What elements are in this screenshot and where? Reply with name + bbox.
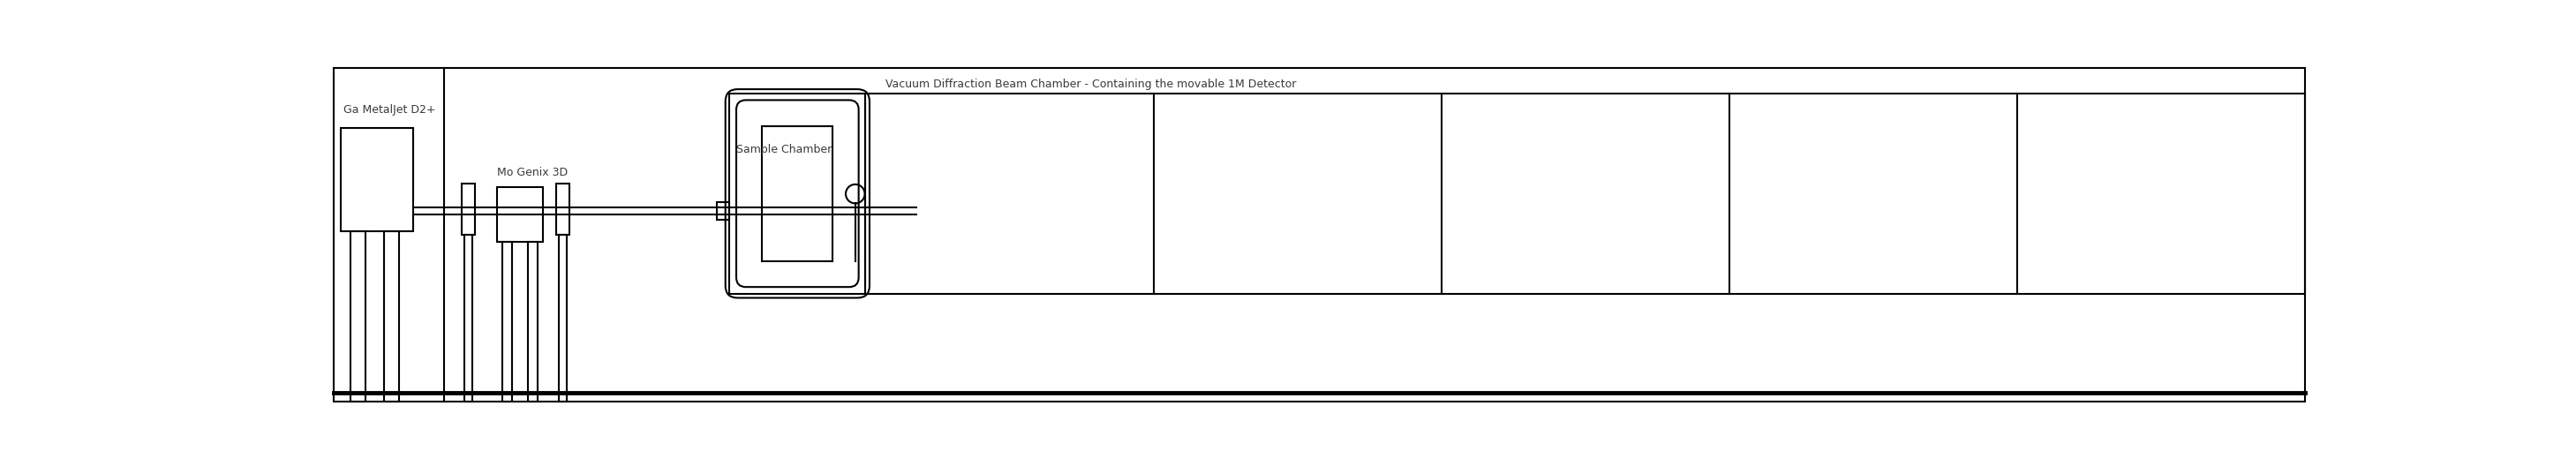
Bar (528, 241, 538, 401)
Bar (461, 184, 474, 235)
Bar (464, 235, 471, 401)
Bar (866, 93, 2306, 294)
Text: Mo Genix 3D: Mo Genix 3D (497, 167, 567, 178)
Bar (729, 93, 866, 294)
Text: Sample Chamber: Sample Chamber (737, 144, 832, 155)
Bar (340, 128, 412, 231)
Text: Ga MetalJet D2+: Ga MetalJet D2+ (343, 104, 435, 116)
Bar (350, 231, 366, 401)
Bar (762, 126, 832, 261)
Bar (559, 235, 567, 401)
Bar (716, 202, 729, 219)
Text: Vacuum Diffraction Beam Chamber - Containing the movable 1M Detector: Vacuum Diffraction Beam Chamber - Contai… (886, 78, 1296, 90)
Bar (502, 241, 513, 401)
Bar (497, 187, 544, 241)
Bar (384, 231, 399, 401)
Bar (556, 184, 569, 235)
